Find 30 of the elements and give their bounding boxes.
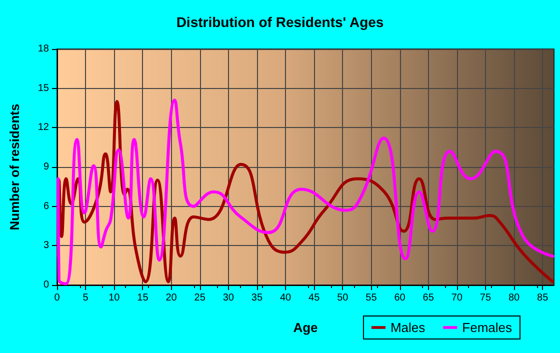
y-tick-label: 9 <box>43 162 50 172</box>
y-axis-title: Number of residents <box>7 104 22 230</box>
x-axis-title: Age <box>293 320 318 335</box>
x-tick-label: 50 <box>337 292 349 304</box>
x-tick-label: 10 <box>108 292 120 304</box>
y-tick-label: 15 <box>38 82 50 94</box>
legend-label: Males <box>390 320 426 335</box>
x-tick-label: 45 <box>308 292 320 304</box>
y-tick-label: 0 <box>43 280 50 290</box>
y-tick-label: 12 <box>38 122 50 134</box>
x-tick-label: 70 <box>451 292 463 304</box>
y-tick-label: 6 <box>43 200 50 212</box>
x-tick-label: 15 <box>137 292 149 304</box>
y-tick-label: 3 <box>43 240 50 252</box>
x-tick-label: 20 <box>166 292 178 304</box>
x-tick-label: 55 <box>366 292 378 304</box>
x-tick-label: 0 <box>54 292 60 304</box>
x-tick-label: 75 <box>480 292 492 304</box>
y-tick-label: 18 <box>38 44 50 54</box>
chart-title: Distribution of Residents' Ages <box>176 14 384 30</box>
x-tick-label: 5 <box>82 292 89 304</box>
x-tick-label: 25 <box>194 292 206 304</box>
x-tick-label: 40 <box>280 292 292 304</box>
x-tick-label: 30 <box>222 292 234 304</box>
x-tick-label: 65 <box>422 292 434 304</box>
x-tick-label: 80 <box>508 292 520 304</box>
x-tick-label: 35 <box>251 292 263 304</box>
x-tick-label: 85 <box>537 292 549 304</box>
x-tick-label: 60 <box>394 292 406 304</box>
legend-label: Females <box>462 320 512 335</box>
